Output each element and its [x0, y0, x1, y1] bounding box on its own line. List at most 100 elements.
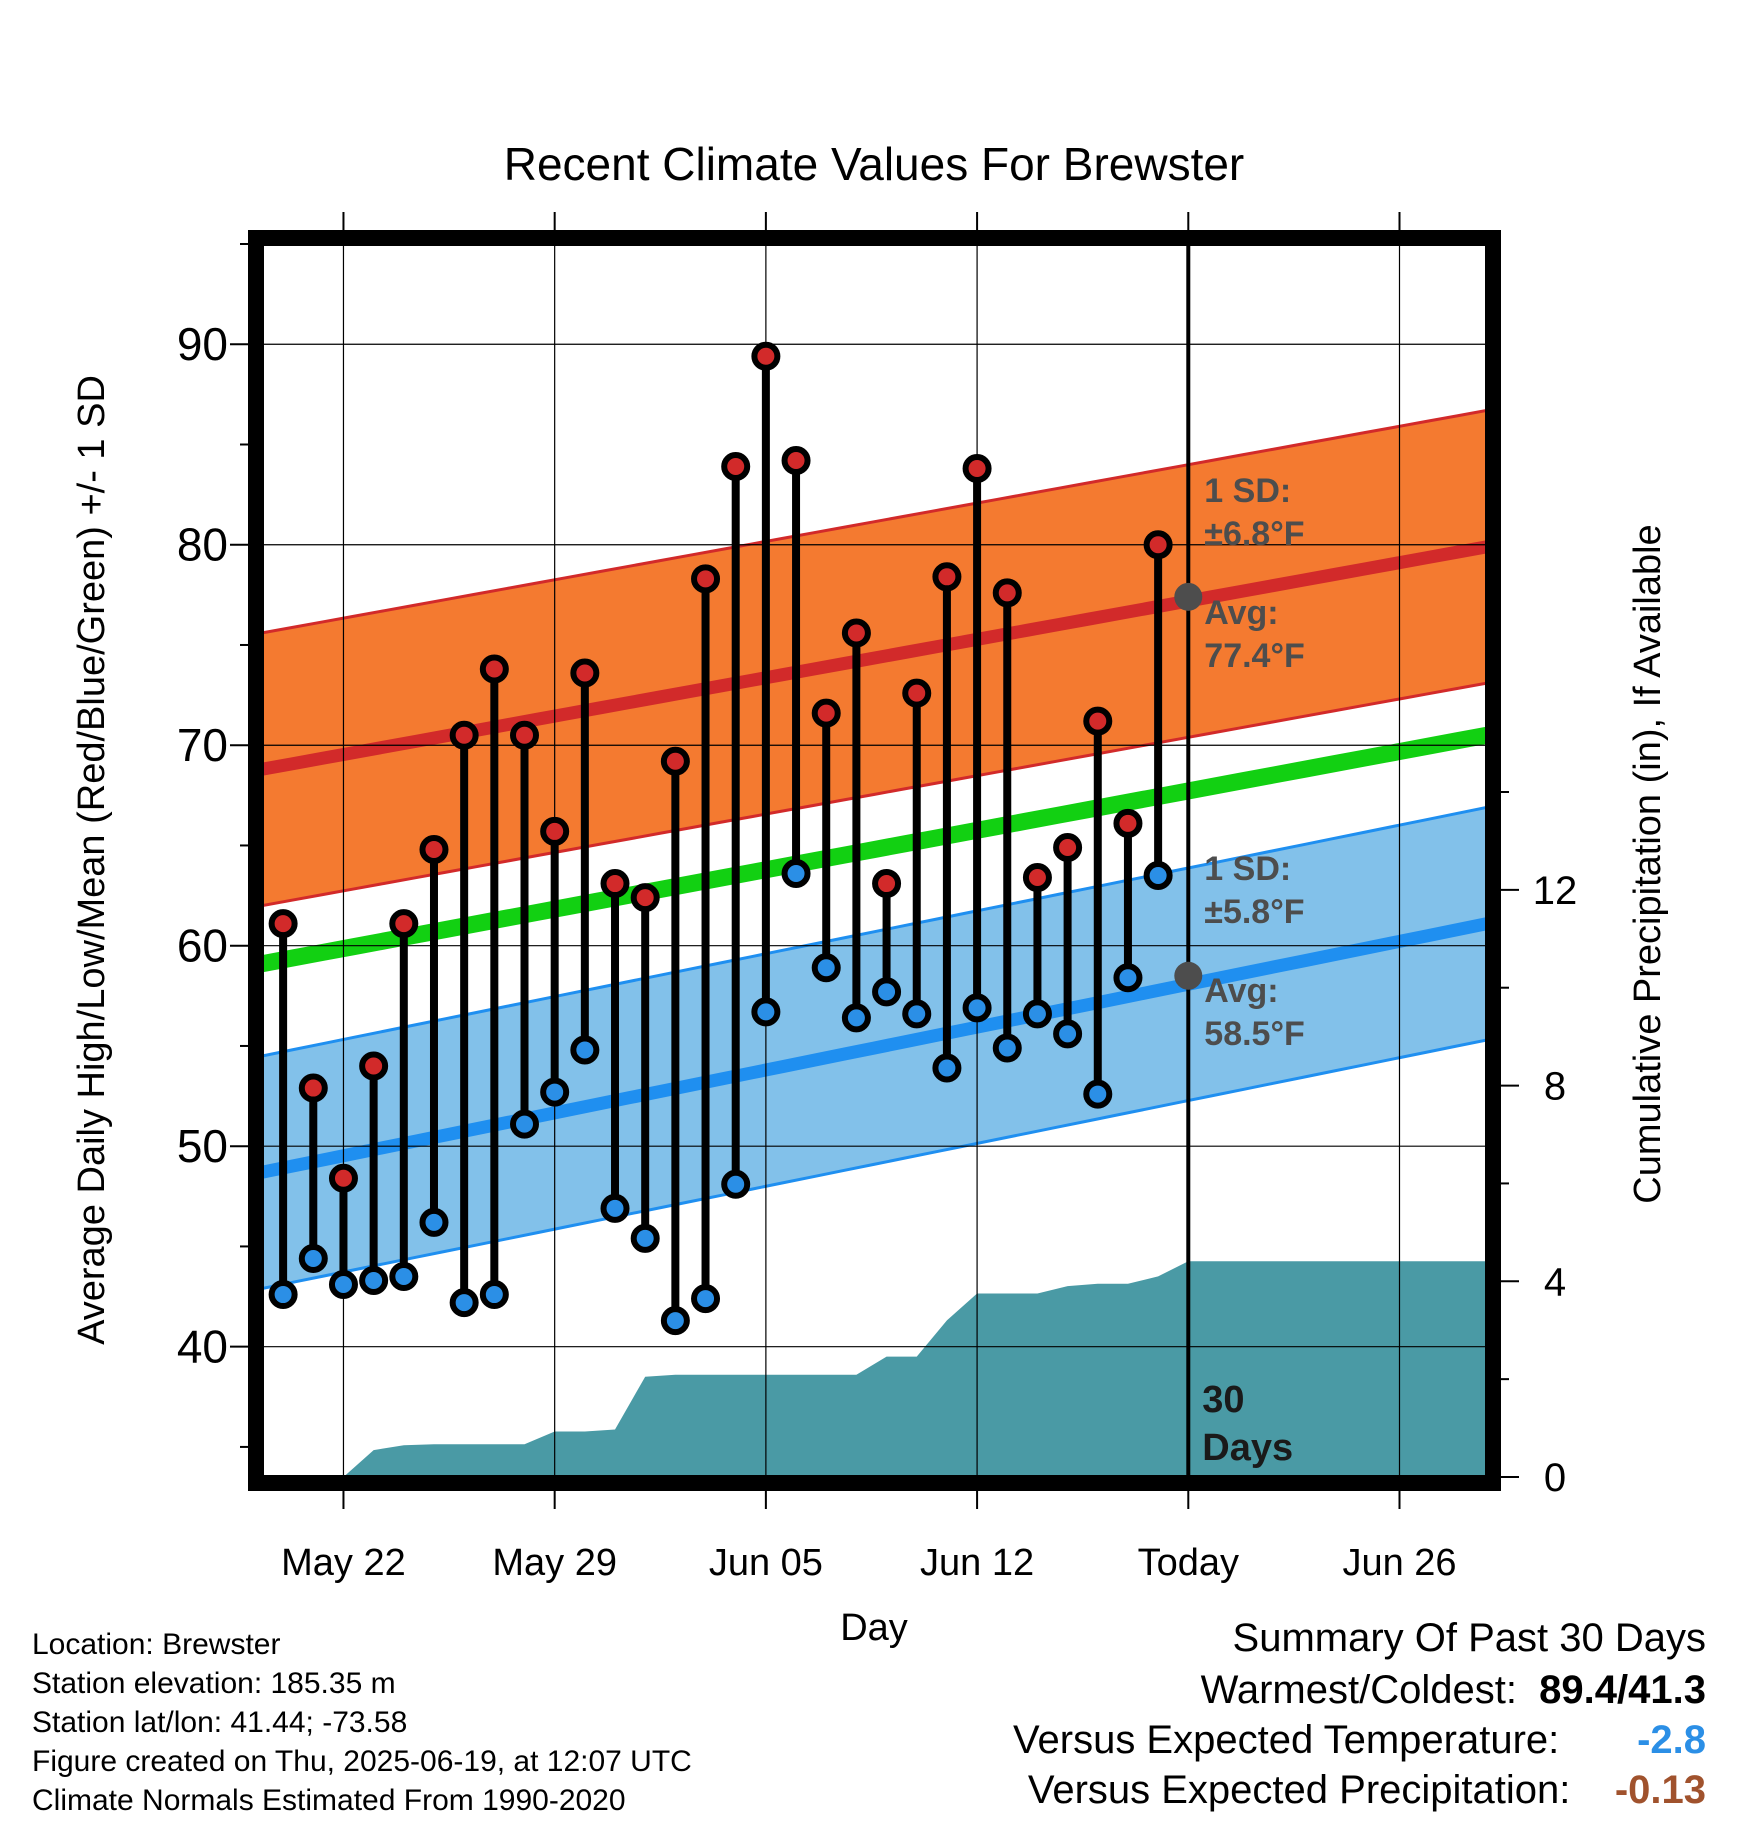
high-point	[268, 909, 298, 939]
low-point	[540, 1077, 570, 1107]
high-point	[932, 562, 962, 592]
location-text: Location: Brewster	[32, 1628, 281, 1661]
low-point	[992, 1033, 1022, 1063]
today-avg-high-marker	[1174, 582, 1203, 611]
high-point	[811, 698, 841, 728]
high-point	[359, 1051, 389, 1081]
low-point	[721, 1169, 751, 1199]
x-tick-label: May 22	[281, 1542, 406, 1584]
y-tick-label-right: 12	[1533, 869, 1578, 913]
low-point	[1143, 861, 1173, 891]
low-point	[902, 999, 932, 1029]
low-point	[751, 997, 781, 1027]
high-point	[1083, 706, 1113, 736]
low-point	[872, 977, 902, 1007]
summary-panel: Summary Of Past 30 Days Warmest/Coldest:…	[1013, 1616, 1706, 1818]
high-point	[751, 341, 781, 371]
high-point	[721, 452, 751, 482]
normals-text: Climate Normals Estimated From 1990-2020	[32, 1784, 626, 1817]
y-axis-label-left: Average Daily High/Low/Mean (Red/Blue/Gr…	[71, 375, 113, 1345]
low-point	[479, 1280, 509, 1310]
x-tick-label: Today	[1138, 1542, 1239, 1584]
high-point	[992, 578, 1022, 608]
high-point	[540, 816, 570, 846]
high-point	[298, 1073, 328, 1103]
high-avg-value: 77.4°F	[1204, 637, 1305, 675]
low-point	[1083, 1079, 1113, 1109]
today-avg-low-marker	[1174, 961, 1203, 990]
tick-labels: May 22 May 29 Jun 05 Jun 12 Today Jun 2640506…	[177, 318, 1577, 1584]
today-label: 30 Days	[1202, 1379, 1293, 1469]
low-point	[359, 1266, 389, 1296]
low-point	[328, 1270, 358, 1300]
y-axis-label-right: Cumulative Precipitation (in), If Availa…	[1627, 524, 1669, 1203]
plot-frame	[248, 230, 1501, 1491]
low-point	[660, 1306, 690, 1336]
high-point	[841, 618, 871, 648]
x-axis-label: Day	[840, 1607, 908, 1649]
low-point	[389, 1262, 419, 1292]
high-point	[630, 883, 660, 913]
low-point	[510, 1109, 539, 1139]
low-point	[691, 1284, 721, 1314]
high-point	[419, 834, 449, 864]
high-sd-value: ±6.8°F	[1204, 515, 1304, 553]
x-tick-label: Jun 05	[709, 1542, 823, 1584]
high-point	[691, 564, 721, 594]
low-point	[1022, 999, 1052, 1029]
warmest-coldest-value: 89.4/41.3	[1539, 1668, 1706, 1712]
low-point	[811, 953, 841, 983]
high-point	[449, 720, 479, 750]
precip-anomaly-value: -0.13	[1614, 1768, 1706, 1812]
summary-title: Summary Of Past 30 Days	[1232, 1616, 1706, 1660]
daily-marks	[268, 341, 1173, 1336]
high-point	[510, 720, 539, 750]
high-point	[1113, 808, 1143, 838]
high-point	[660, 746, 690, 776]
high-point	[962, 454, 992, 484]
precipitation-area	[313, 1261, 1487, 1477]
low-point	[630, 1223, 660, 1253]
low-point	[600, 1193, 630, 1223]
y-tick-label-left: 90	[177, 318, 228, 370]
latlon-text: Station lat/lon: 41.44; -73.58	[32, 1706, 408, 1739]
y-tick-label-left: 50	[177, 1120, 228, 1172]
sd-annotations: 1 SD: ±6.8°F Avg: 77.4°F 1 SD: ±5.8°F Avg: 58.5…	[1204, 472, 1305, 1053]
high-point	[781, 446, 811, 476]
axis-ticks	[230, 212, 1519, 1509]
chart-title: Recent Climate Values For Brewster	[504, 138, 1245, 190]
high-sd-upper-line	[262, 408, 1487, 635]
plot-area: 1 SD: ±6.8°F Avg: 77.4°F 1 SD: ±5.8°F Avg: 58.5…	[262, 244, 1487, 1477]
low-sd-label: 1 SD:	[1204, 850, 1291, 888]
today-label-line1: 30	[1202, 1379, 1244, 1421]
high-point	[570, 658, 600, 688]
y-tick-label-left: 40	[177, 1321, 228, 1373]
created-text: Figure created on Thu, 2025-06-19, at 12…	[32, 1745, 692, 1778]
x-tick-label: May 29	[492, 1542, 617, 1584]
precip-anomaly-label: Versus Expected Precipitation:	[1027, 1768, 1571, 1812]
low-point	[298, 1243, 328, 1273]
low-point	[841, 1003, 871, 1033]
low-point	[962, 993, 992, 1023]
y-tick-label-left: 70	[177, 719, 228, 771]
station-info: Location: Brewster Station elevation: 18…	[32, 1625, 692, 1820]
high-point	[600, 869, 630, 899]
today-label-line2: Days	[1202, 1427, 1293, 1469]
y-tick-label-left: 80	[177, 519, 228, 571]
y-tick-label-right: 0	[1544, 1456, 1566, 1500]
low-point	[781, 859, 811, 889]
low-point	[419, 1207, 449, 1237]
low-point	[570, 1035, 600, 1065]
high-point	[902, 678, 932, 708]
high-point	[872, 869, 902, 899]
high-point	[1143, 530, 1173, 560]
high-sd-label: 1 SD:	[1204, 472, 1291, 510]
low-point	[1053, 1019, 1083, 1049]
high-avg-label: Avg:	[1204, 594, 1278, 632]
y-tick-label-right: 4	[1544, 1260, 1566, 1304]
temp-anomaly-label: Versus Expected Temperature:	[1013, 1718, 1560, 1762]
high-point	[479, 654, 509, 684]
low-point	[932, 1053, 962, 1083]
x-tick-label: Jun 12	[920, 1542, 1034, 1584]
high-point	[328, 1163, 358, 1193]
